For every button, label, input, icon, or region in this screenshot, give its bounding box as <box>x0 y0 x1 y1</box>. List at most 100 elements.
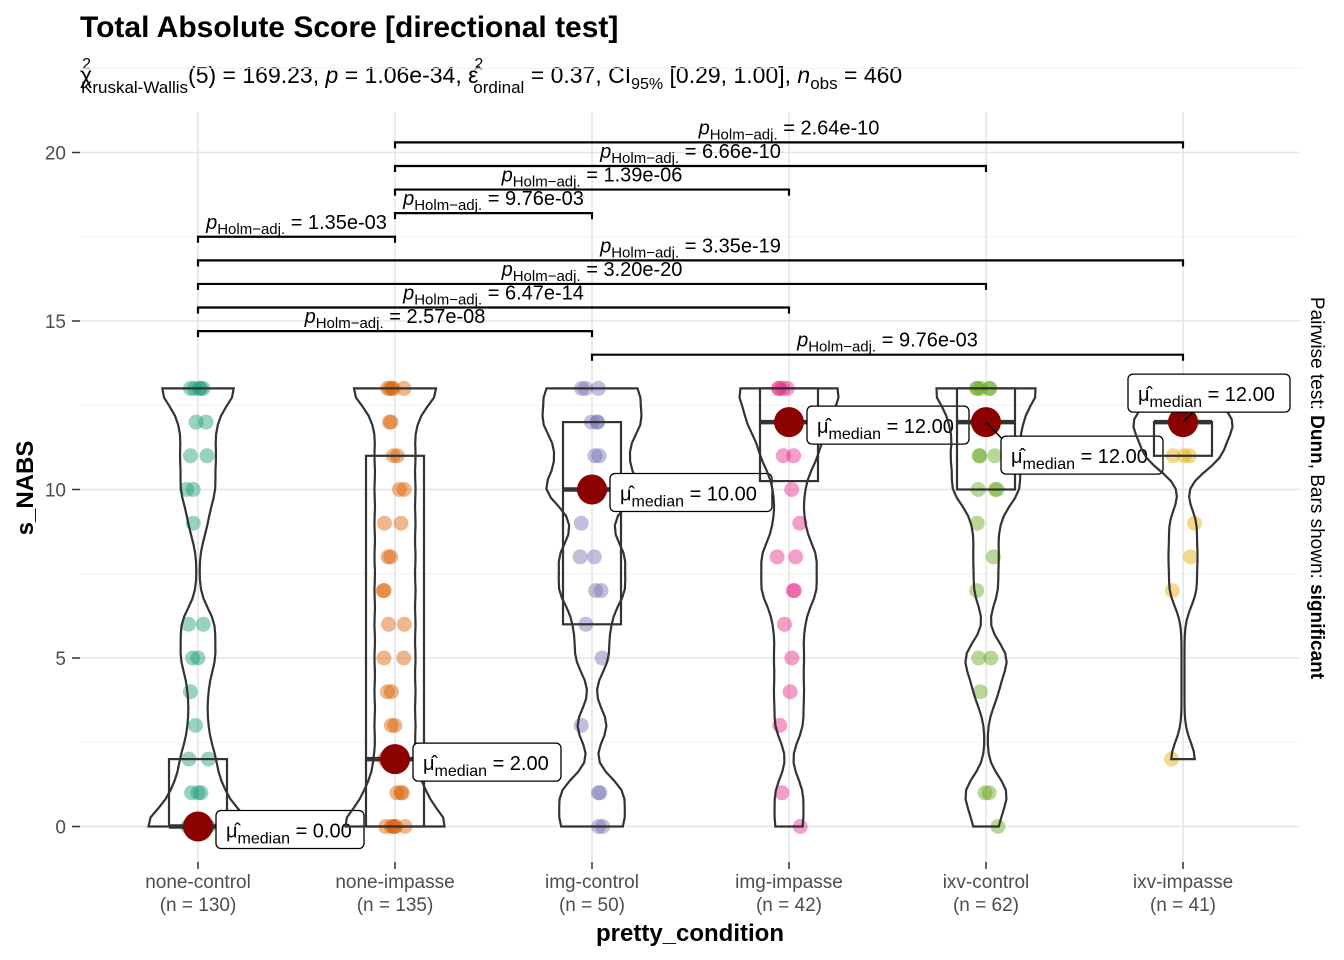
data-point <box>573 717 589 733</box>
x-tick-label: img-impasse <box>735 872 843 893</box>
data-point <box>383 414 399 430</box>
bracket-line <box>393 164 988 172</box>
comparison-bracket: pHolm−adj. = 2.57e-08 <box>196 306 594 338</box>
median-label: μ̂median = 10.00 <box>620 484 757 511</box>
data-point <box>190 785 206 801</box>
data-point <box>183 448 199 464</box>
bracket-label: pHolm−adj. = 2.57e-08 <box>304 306 486 332</box>
comparison-bracket: pHolm−adj. = 9.76e-03 <box>393 188 594 220</box>
data-point <box>381 414 397 430</box>
x-tick-count: (n = 62) <box>953 895 1019 916</box>
data-point <box>1187 515 1203 531</box>
bracket-label: pHolm−adj. = 9.76e-03 <box>796 330 978 356</box>
data-point <box>383 717 399 733</box>
data-point <box>375 583 391 599</box>
median-point <box>380 744 410 775</box>
data-point <box>184 785 200 801</box>
y-tick-label: 15 <box>45 312 66 333</box>
bracket-line <box>196 235 397 243</box>
data-point <box>594 650 610 666</box>
data-point <box>785 583 801 599</box>
data-point <box>193 785 209 801</box>
median-label: μ̂median = 12.00 <box>817 416 954 443</box>
x-tick-count: (n = 135) <box>357 895 434 916</box>
comparison-bracket: pHolm−adj. = 3.35e-19 <box>196 235 1185 267</box>
x-axis-title: pretty_condition <box>596 920 784 947</box>
bracket-line <box>196 259 1185 267</box>
comparison-bracket: pHolm−adj. = 3.20e-20 <box>196 259 988 290</box>
plot-area: μ̂median = 0.00 μ̂median = 2.00 μ̂median =… <box>147 373 1291 850</box>
bracket-label: pHolm−adj. = 9.76e-03 <box>402 188 584 214</box>
box <box>561 421 623 626</box>
median-label-leader <box>1182 411 1194 423</box>
group-none-control: μ̂median = 0.00 <box>147 380 365 850</box>
data-point <box>977 785 993 801</box>
chart-title: Total Absolute Score [directional test] <box>80 11 618 44</box>
bracket-label: pHolm−adj. = 3.35e-19 <box>599 235 781 261</box>
data-point <box>380 549 396 565</box>
data-point <box>188 414 204 430</box>
data-point <box>786 448 802 464</box>
data-point <box>377 515 393 531</box>
data-point <box>969 515 985 531</box>
bracket-line <box>196 330 594 338</box>
bracket-label: pHolm−adj. = 2.64e-10 <box>698 117 880 143</box>
bracket-label: pHolm−adj. = 6.47e-14 <box>402 283 584 309</box>
y-tick-label: 10 <box>45 481 66 502</box>
x-axis: none-control(n = 130) none-impasse(n = 13… <box>145 862 1233 916</box>
data-point <box>185 650 201 666</box>
data-point <box>586 549 602 565</box>
group-none-impasse: μ̂median = 2.00 <box>344 380 562 834</box>
group-ixv-impasse: μ̂median = 12.00 <box>1127 373 1291 767</box>
data-point <box>593 583 609 599</box>
x-tick-count: (n = 41) <box>1150 895 1216 916</box>
data-point <box>391 482 407 497</box>
data-point <box>182 684 198 700</box>
data-point <box>376 650 392 666</box>
data-point <box>396 482 412 497</box>
data-point <box>572 549 588 565</box>
data-point <box>383 549 399 565</box>
data-point <box>590 785 606 801</box>
bracket-label: pHolm−adj. = 3.20e-20 <box>501 259 683 285</box>
bracket-line <box>590 353 1185 361</box>
bracket-label: pHolm−adj. = 1.39e-06 <box>501 165 683 191</box>
median-point <box>183 811 213 842</box>
x-tick-label: ixv-control <box>943 872 1030 893</box>
violin <box>147 387 249 828</box>
data-point <box>573 515 589 531</box>
x-tick-count: (n = 50) <box>559 895 625 916</box>
data-point <box>792 515 808 531</box>
data-point <box>380 616 396 632</box>
bracket-line <box>196 282 988 290</box>
median-label: μ̂median = 0.00 <box>226 821 352 848</box>
data-point <box>972 684 988 700</box>
median-label-box <box>806 405 970 445</box>
y-axis: 0 5 10 15 20 <box>45 144 80 839</box>
data-point <box>784 650 800 666</box>
data-point <box>983 650 999 666</box>
data-point <box>971 448 987 464</box>
data-point <box>591 448 607 464</box>
x-tick-label: img-control <box>545 872 639 893</box>
data-point <box>195 616 211 632</box>
data-point <box>969 583 985 599</box>
data-point <box>383 684 399 700</box>
data-point <box>588 583 604 599</box>
data-point <box>787 583 803 599</box>
data-point <box>972 448 988 464</box>
x-tick-label: none-impasse <box>335 872 454 893</box>
comparison-bracket: pHolm−adj. = 1.39e-06 <box>393 165 791 196</box>
group-img-control: μ̂median = 10.00 <box>541 380 773 834</box>
median-point <box>774 407 804 438</box>
data-point <box>180 616 196 632</box>
data-point <box>1164 583 1180 599</box>
bracket-line <box>393 212 594 220</box>
comparison-bracket: pHolm−adj. = 6.66e-10 <box>393 141 988 172</box>
x-tick-label: none-control <box>145 872 251 893</box>
group-img-impasse: μ̂median = 12.00 <box>738 380 970 834</box>
bracket-line <box>393 141 1185 149</box>
data-point <box>389 785 405 801</box>
